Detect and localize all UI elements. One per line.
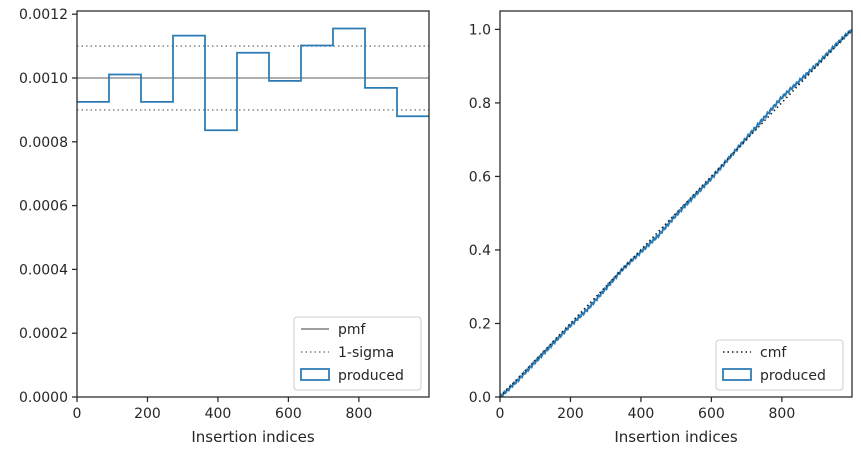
histogram-bin: [173, 36, 205, 397]
legend-sigma-label: 1-sigma: [338, 345, 394, 361]
cumulative-x-tick-label: 600: [698, 406, 725, 422]
cumulative-x-tick-label: 0: [496, 406, 505, 422]
histogram-y-tick-label: 0.0004: [19, 262, 68, 278]
histogram-bin: [205, 130, 237, 397]
cumulative-y-tick-label: 0.2: [469, 316, 491, 332]
histogram-bin: [77, 102, 109, 397]
cumulative-legend: cmf produced: [715, 339, 844, 391]
legend-produced-swatch-right: [722, 368, 752, 381]
histogram-legend-box: [293, 316, 422, 391]
histogram-y-tick-label: 0.0000: [19, 390, 68, 406]
cumulative-y-tick-label: 0.8: [469, 96, 491, 112]
histogram-y-tick-label: 0.0002: [19, 326, 68, 342]
histogram-x-tick-label: 0: [73, 406, 82, 422]
histogram-panel: 0 200 400 600 800 0.00000.00020.00040.00060.…: [19, 7, 430, 446]
histogram-y-tick-label: 0.0006: [19, 199, 68, 215]
histogram-x-ticks: 0 200 400 600 800: [73, 397, 373, 422]
legend-produced-label-right: produced: [760, 368, 826, 384]
cmf-line: [499, 28, 853, 398]
cumulative-legend-box: [715, 339, 844, 391]
histogram-axes-frame: [76, 10, 430, 398]
cumulative-panel: 0 200 400 600 800 0.0 0.2 0.4 0.6 0.8 1.0 Inserti…: [469, 10, 853, 446]
histogram-x-tick-label: 600: [275, 406, 302, 422]
cumulative-y-tick-label: 0.4: [469, 243, 491, 259]
histogram-y-ticks: 0.0000 0.0002 0.0004 0.0006 0.0008 0.0010 0.00…: [19, 7, 77, 406]
cumulative-x-tick-label: 400: [628, 406, 655, 422]
legend-cmf-label: cmf: [760, 345, 787, 361]
cumulative-x-tick-label: 200: [557, 406, 584, 422]
histogram-bin: [141, 102, 173, 397]
cumulative-x-ticks: 0 200 400 600 800: [496, 397, 796, 422]
cumulative-plot-area: [499, 28, 853, 398]
cumulative-x-tick-label: 800: [769, 406, 796, 422]
histogram-x-tick-label: 800: [346, 406, 373, 422]
histogram-x-tick-label: 200: [134, 406, 161, 422]
legend-produced-label: produced: [338, 368, 404, 384]
legend-pmf-label: pmf: [338, 322, 367, 338]
cumulative-y-tick-label: 0.0: [469, 390, 491, 406]
histogram-y-tick-label: 0.0012: [19, 7, 68, 23]
cumulative-y-tick-label: 0.6: [469, 169, 491, 185]
cumulative-y-tick-label: 1.0: [469, 22, 491, 38]
histogram-bin: [109, 74, 141, 397]
cumulative-axes-frame: [499, 10, 853, 398]
produced-histogram-step: [77, 27, 429, 132]
histogram-y-tick-label: 0.0010: [19, 71, 68, 87]
legend-produced-swatch: [300, 368, 330, 381]
cumulative-y-ticks: 0.0 0.2 0.4 0.6 0.8 1.0: [469, 22, 500, 406]
histogram-plot-area: [77, 27, 429, 397]
histogram-legend: pmf 1-sigma produced: [293, 316, 422, 391]
histogram-x-tick-label: 400: [205, 406, 232, 422]
produced-cumulative-line: [499, 28, 853, 398]
histogram-bin: [237, 53, 269, 397]
histogram-y-tick-label: 0.0008: [19, 135, 68, 151]
cumulative-x-axis-label: Insertion indices: [614, 428, 737, 446]
histogram-x-axis-label: Insertion indices: [191, 428, 314, 446]
